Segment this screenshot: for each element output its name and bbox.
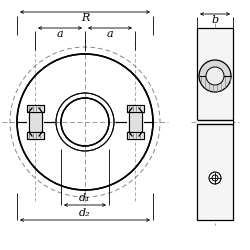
Circle shape [209, 172, 221, 184]
Bar [127, 132, 144, 139]
Bar [197, 28, 233, 220]
Bar [127, 105, 144, 139]
Text: a: a [57, 29, 63, 39]
Bar [29, 112, 42, 132]
Bar [27, 132, 44, 139]
Bar [129, 112, 142, 132]
Bar [127, 132, 144, 139]
Bar [127, 105, 144, 112]
Bar [27, 105, 44, 139]
Text: d₁: d₁ [79, 193, 91, 203]
Bar [129, 112, 142, 132]
Circle shape [199, 60, 231, 92]
Bar [197, 120, 233, 124]
Bar [27, 105, 44, 112]
Bar [27, 132, 44, 139]
Text: d₂: d₂ [79, 208, 91, 218]
Text: b: b [212, 15, 218, 25]
Bar [27, 105, 44, 112]
Text: R: R [81, 13, 89, 23]
Text: a: a [107, 29, 113, 39]
Bar [29, 112, 42, 132]
Bar [127, 105, 144, 112]
Circle shape [212, 175, 218, 181]
Circle shape [206, 67, 224, 85]
